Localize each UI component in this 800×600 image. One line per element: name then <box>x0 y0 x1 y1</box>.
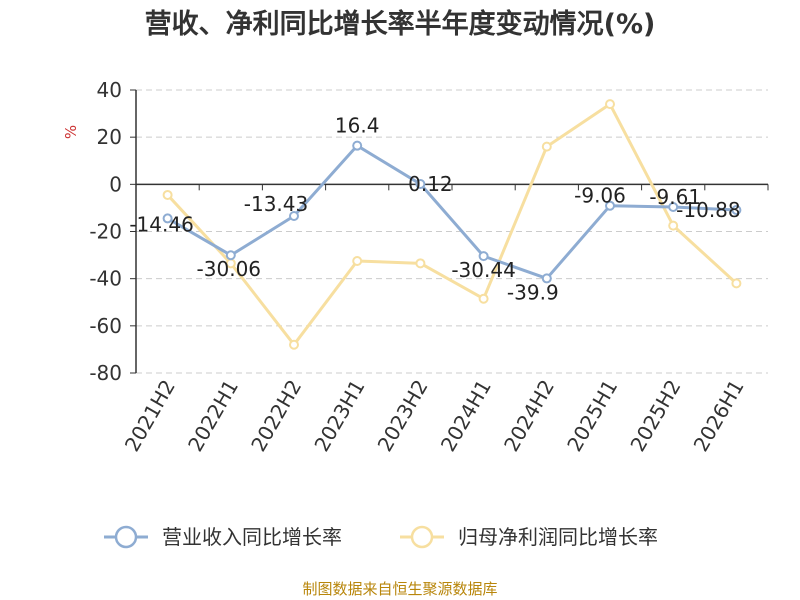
data-point <box>731 278 742 289</box>
data-point <box>162 213 173 224</box>
data-label: 0.12 <box>408 172 453 196</box>
x-tick-label: 2022H2 <box>246 376 306 456</box>
x-tick-label: 2026H1 <box>689 376 749 456</box>
data-point <box>541 273 552 284</box>
data-point <box>668 201 679 212</box>
series-line-0 <box>166 144 737 280</box>
data-label: -9.06 <box>574 184 626 208</box>
y-tick-label: -40 <box>89 267 122 291</box>
data-label: -10.88 <box>676 198 740 222</box>
y-tick-label: 20 <box>97 125 122 149</box>
data-label: -9.61 <box>649 185 701 209</box>
data-point <box>352 255 363 266</box>
data-label: -39.9 <box>507 280 559 304</box>
y-tick-label: 40 <box>97 78 122 102</box>
data-point <box>352 140 363 151</box>
chart-title: 营收、净利同比增长率半年度变动情况(%) <box>145 8 656 40</box>
legend-swatch-marker <box>114 525 138 549</box>
x-tick-label: 2024H2 <box>499 376 559 456</box>
data-point <box>162 189 173 200</box>
data-point <box>289 339 299 350</box>
data-label: -14.46 <box>129 212 193 236</box>
y-tick-label: 0 <box>109 172 122 196</box>
data-point <box>415 179 426 190</box>
x-tick-label: 2025H1 <box>562 376 622 456</box>
legend-item-label: 归母净利润同比增长率 <box>458 525 658 549</box>
data-point <box>225 250 236 261</box>
data-label: 16.4 <box>335 114 380 138</box>
legend-item-label: 营业收入同比增长率 <box>162 525 342 549</box>
legend: 营业收入同比增长率 归母净利润同比增长率 <box>104 525 658 549</box>
x-tick-label: 2025H2 <box>625 376 685 456</box>
data-labels: -14.46-30.06 -13.43 16.4 0.12 -30.44-39.9 -9.… <box>129 114 740 305</box>
data-point <box>541 141 552 152</box>
data-point <box>478 293 489 304</box>
legend-swatch-marker <box>410 525 434 549</box>
data-point <box>415 258 426 269</box>
data-label: -13.43 <box>244 192 308 216</box>
x-tick-label: 2024H1 <box>436 375 496 455</box>
x-tick-label: 2023H1 <box>309 376 369 456</box>
x-tick-label: 2022H1 <box>183 376 243 456</box>
data-point <box>731 204 742 215</box>
series-line-1 <box>166 102 738 347</box>
data-point <box>668 220 679 231</box>
data-point <box>289 211 299 222</box>
y-tick-label: -60 <box>89 314 122 338</box>
x-tick-label: 2021H2 <box>120 376 180 456</box>
y-axis-label: % <box>62 125 80 139</box>
series-group <box>162 99 742 350</box>
x-tick-label: 2023H2 <box>373 376 433 456</box>
y-tick-label: -80 <box>89 361 122 385</box>
data-label: -30.44 <box>451 258 515 282</box>
data-point <box>605 200 615 211</box>
source-note: 制图数据来自恒生聚源数据库 <box>302 580 497 598</box>
y-tick-label: -20 <box>89 220 122 244</box>
data-point <box>478 251 489 262</box>
data-label: -30.06 <box>197 257 261 281</box>
grid-lines <box>136 89 768 374</box>
data-point <box>605 99 615 110</box>
